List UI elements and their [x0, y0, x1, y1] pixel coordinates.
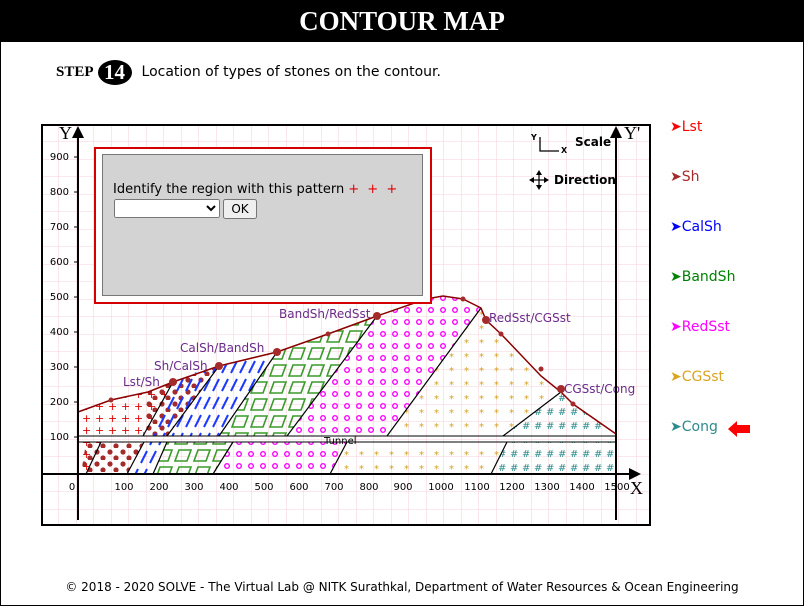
region-select[interactable]	[114, 199, 220, 218]
x-tick: 300	[184, 482, 203, 493]
region-cong-lower	[491, 442, 616, 474]
y-tick-labels: 900 800 700 600 500 400 300 200 100	[50, 152, 69, 443]
x-tick: 500	[254, 482, 273, 493]
legend-label: Lst	[681, 119, 703, 135]
label-bandsh-redsst: BandSh/RedSst	[279, 307, 371, 321]
legend-arrow-icon: ➤	[670, 219, 682, 235]
legend-label: CGSst	[681, 369, 725, 385]
x-tick: 900	[393, 482, 412, 493]
terrain-profile	[77, 295, 617, 435]
legend-item-cgsst: ➤CGSst	[670, 369, 724, 385]
legend-arrow-icon: ➤	[670, 269, 682, 285]
y-axis-arrow	[72, 126, 84, 138]
quiz-question: Identify the region with this pattern + +…	[113, 182, 399, 197]
legend-item-calsh: ➤CalSh	[670, 219, 722, 235]
legend-label: RedSst	[681, 319, 731, 335]
legend-label: Cong	[681, 419, 718, 435]
region-cong	[503, 392, 616, 436]
label-redsst-cgsst: RedSst/CGSst	[489, 311, 571, 325]
region-cgsst	[387, 308, 561, 436]
quiz-panel: Identify the region with this pattern + +…	[102, 154, 423, 296]
y-tick: 800	[50, 187, 69, 198]
label-calsh-bandsh: CalSh/BandSh	[180, 341, 264, 355]
x-tick: 800	[359, 482, 378, 493]
x-tick: 400	[219, 482, 238, 493]
scale-label: Scale	[575, 135, 611, 149]
direction-icon	[529, 170, 549, 190]
ok-button[interactable]: OK	[223, 199, 257, 219]
x-axis-label: X	[630, 478, 643, 498]
region-cgsst-lower	[330, 442, 507, 474]
scale-mini-x: X	[561, 146, 568, 155]
legend-arrow-icon: ➤	[670, 119, 682, 135]
legend-item-lst: ➤Lst	[670, 119, 702, 135]
legend-arrow-icon: ➤	[670, 419, 682, 435]
x-tick: 100	[114, 482, 133, 493]
step-instruction: Location of types of stones on the conto…	[141, 64, 441, 80]
pointer-arrow-icon	[728, 421, 750, 437]
x-axis-arrow	[629, 468, 641, 480]
x-tick-labels: 0 100 200 300 400 500 600 700 800 900 10…	[69, 482, 630, 493]
legend-item-redsst: ➤RedSst	[670, 319, 730, 335]
contact-labels: Lst/Sh Sh/CalSh CalSh/BandSh BandSh/RedS…	[123, 307, 635, 396]
x-tick: 1400	[569, 482, 594, 493]
y-prime-axis-arrow	[610, 126, 622, 138]
y-tick: 600	[50, 257, 69, 268]
region-bandsh-lower	[153, 442, 233, 474]
quiz-dialog: Identify the region with this pattern + +…	[94, 147, 432, 304]
x-tick: 600	[289, 482, 308, 493]
quiz-question-text: Identify the region with this pattern	[113, 182, 345, 197]
region-redsst-lower	[213, 442, 347, 474]
page-title: CONTOUR MAP	[0, 0, 804, 42]
quiz-pattern: + + +	[348, 182, 400, 197]
region-redsst	[287, 296, 481, 436]
region-bandsh	[219, 316, 377, 436]
legend-item-cong: ➤Cong	[670, 419, 718, 435]
scale-mini-y: Y	[530, 133, 537, 142]
y-tick: 300	[50, 362, 69, 373]
y-tick: 900	[50, 152, 69, 163]
region-boundaries	[85, 307, 562, 475]
y-tick: 500	[50, 292, 69, 303]
legend-arrow-icon: ➤	[670, 369, 682, 385]
label-lst-sh: Lst/Sh	[123, 375, 160, 389]
legend-label: BandSh	[681, 269, 736, 285]
legend-arrow-icon: ➤	[670, 169, 682, 185]
y-tick: 700	[50, 222, 69, 233]
region-calsh-lower	[127, 442, 167, 474]
legend-item-sh: ➤Sh	[670, 169, 700, 185]
step-heading: STEP 14 Location of types of stones on t…	[56, 58, 441, 86]
y-prime-axis-label: Y'	[624, 124, 640, 143]
y-tick: 200	[50, 397, 69, 408]
scale-icon	[539, 137, 559, 152]
legend-label: Sh	[681, 169, 700, 185]
y-tick: 400	[50, 327, 69, 338]
x-tick: 1300	[534, 482, 559, 493]
y-axis-label: Y	[59, 124, 72, 143]
x-tick: 1000	[428, 482, 453, 493]
legend-label: CalSh	[681, 219, 722, 235]
x-tick: 1100	[464, 482, 489, 493]
step-label: STEP	[56, 63, 94, 80]
x-tick: 1200	[499, 482, 524, 493]
label-cgsst-cong: CGSst/Cong	[564, 382, 635, 396]
tunnel-label: Tunnel	[323, 436, 357, 447]
y-tick-marks	[74, 156, 78, 438]
footer-copyright: © 2018 - 2020 SOLVE - The Virtual Lab @ …	[65, 580, 739, 594]
y-tick: 100	[50, 432, 69, 443]
x-tick: 0	[69, 482, 75, 493]
label-sh-calsh: Sh/CalSh	[154, 359, 208, 373]
x-tick: 200	[149, 482, 168, 493]
step-number-badge: 14	[97, 59, 132, 85]
x-tick: 700	[324, 482, 343, 493]
direction-label: Direction	[554, 173, 616, 187]
x-tick: 1500	[604, 482, 629, 493]
legend-arrow-icon: ➤	[670, 319, 682, 335]
legend-item-bandsh: ➤BandSh	[670, 269, 735, 285]
